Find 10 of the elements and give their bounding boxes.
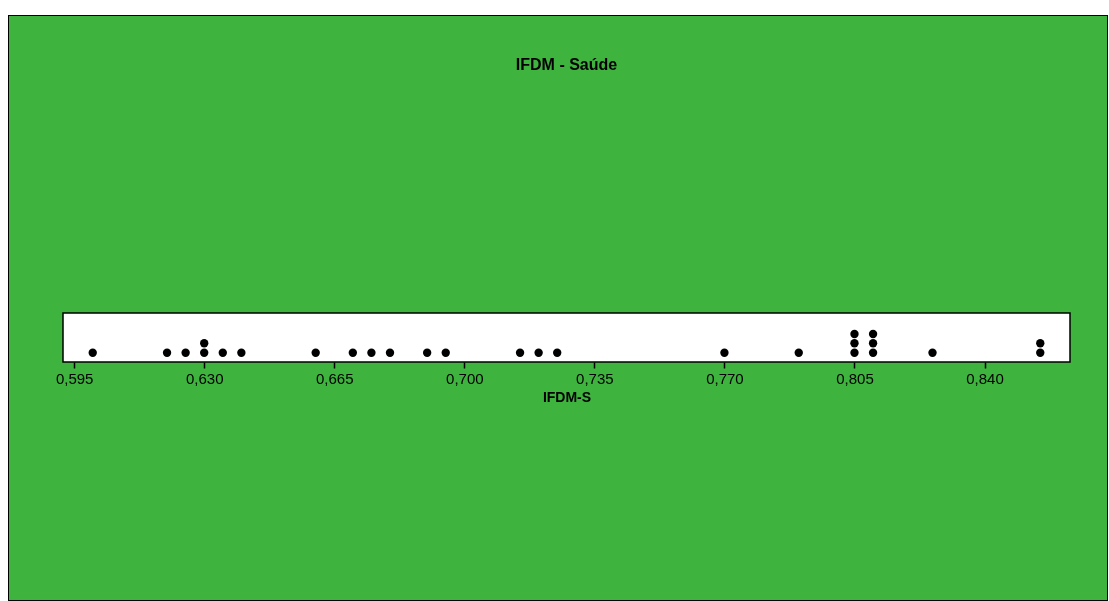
x-tick-label: 0,630 [185,369,224,387]
x-tick-label: 0,770 [706,369,744,387]
chart-title: IFDM - Saúde [515,56,618,73]
x-tick-label: 0,595 [55,369,94,387]
x-tick-label: 0,700 [446,369,484,387]
x-tick-label: 0,840 [966,369,1004,387]
x-tick-label: 0,805 [836,369,874,387]
x-tick-label: 0,735 [576,369,614,387]
x-tick-label: 0,665 [315,369,354,387]
x-axis-title: IFDM-S [542,388,592,405]
